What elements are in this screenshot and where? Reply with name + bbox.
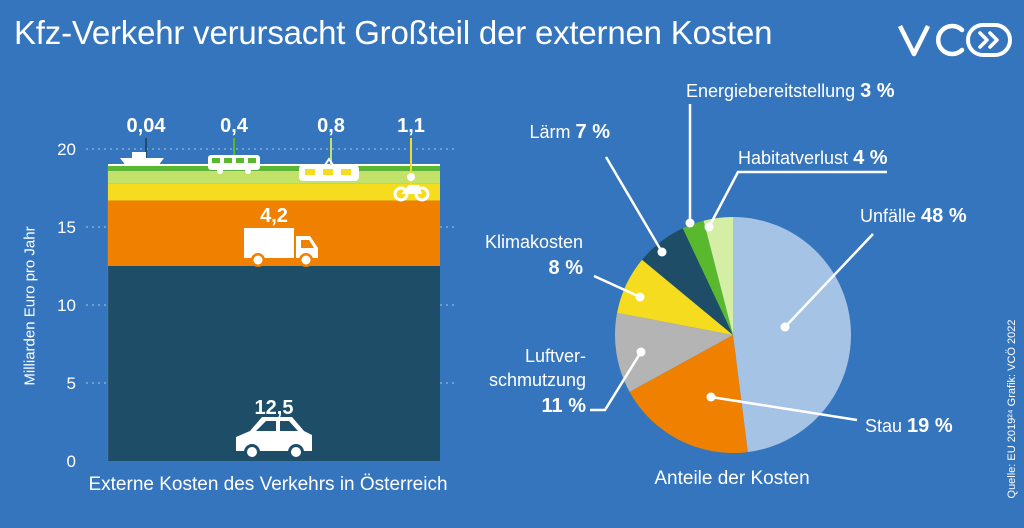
pie-leader-line [784, 233, 874, 328]
bar-value-label: 0,4 [220, 115, 249, 137]
bar-value-label: 0,04 [127, 115, 167, 137]
y-tick-label: 0 [67, 452, 76, 471]
pie-slice [629, 335, 748, 453]
pie-slice [617, 259, 733, 335]
pie-label: Stau 19 % [865, 415, 953, 437]
y-tick-label: 5 [67, 374, 76, 393]
truck-icon [244, 228, 318, 267]
bar-value-label: 0,8 [317, 115, 345, 137]
pie-leader-line [604, 156, 664, 253]
pie-leader-line [707, 170, 887, 228]
pie-leader-dot [704, 222, 714, 232]
y-tick-label: 15 [57, 218, 76, 237]
pie-leader-dot [635, 292, 645, 302]
pie-leader-dot [636, 347, 646, 357]
pie-label-name: Klimakosten [485, 232, 583, 252]
train-icon [299, 157, 359, 181]
pie-label-name: Luftver- [525, 346, 586, 366]
bus-icon [208, 155, 260, 174]
bar-top-edge [108, 163, 440, 166]
bar-chart-caption: Externe Kosten des Verkehrs in Österreic… [88, 474, 448, 495]
pie-label-value: 8 % [549, 257, 584, 279]
pie-slice [703, 217, 733, 335]
pie-label: Energiebereitstellung 3 % [686, 80, 895, 102]
pie-label: Unfälle 48 % [860, 205, 967, 227]
motorcycle-icon [393, 173, 430, 202]
pie-label-value: 11 % [542, 395, 587, 417]
bar-value-label: 4,2 [260, 205, 288, 227]
page-title: Kfz-Verkehr verursacht Großteil der exte… [14, 14, 773, 51]
bar-segment [108, 183, 440, 201]
y-tick-label: 20 [57, 140, 76, 159]
bar-value-label: 12,5 [255, 397, 294, 419]
pie-label: Habitatverlust 4 % [738, 147, 888, 169]
pie-leader-line [590, 351, 643, 412]
pie-label-name: schmutzung [489, 370, 586, 390]
ship-icon [120, 152, 164, 166]
bar-value-label: 1,1 [397, 115, 425, 137]
pie-slice [682, 220, 733, 335]
pie-slice [733, 217, 851, 453]
pie-leader-dot [706, 392, 716, 402]
y-tick-label: 10 [57, 296, 76, 315]
bar-segment [108, 170, 440, 184]
pie-leader-line [593, 274, 641, 299]
pie-leader-line [710, 395, 858, 422]
pie-label: Lärm 7 % [530, 121, 611, 143]
pie-leader-dot [780, 322, 790, 332]
pie-leader-dot [657, 247, 667, 257]
vco-logo [897, 23, 1012, 57]
pie-leader-dot [685, 218, 695, 228]
car-icon [236, 417, 312, 460]
bar-segment [108, 164, 440, 171]
pie-slice [615, 312, 733, 392]
pie-chart-caption: Anteile der Kosten [654, 468, 810, 489]
